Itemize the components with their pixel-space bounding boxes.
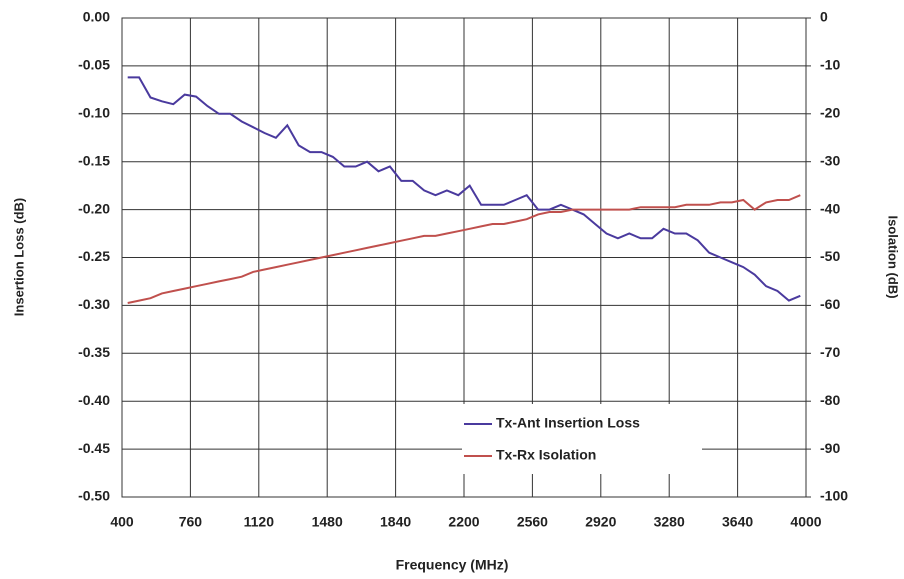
y-tick-label: -0.20 bbox=[78, 200, 110, 216]
legend-box bbox=[462, 404, 702, 474]
y2-tick-label: -70 bbox=[820, 344, 840, 360]
x-tick-label: 2920 bbox=[585, 514, 616, 530]
y2-tick-label: -20 bbox=[820, 105, 840, 121]
x-tick-label: 1120 bbox=[244, 514, 275, 530]
y-tick-label: -0.10 bbox=[78, 105, 110, 121]
x-tick-label: 2560 bbox=[517, 514, 548, 530]
y2-tick-label: -30 bbox=[820, 152, 840, 168]
y2-tick-label: 0 bbox=[820, 9, 828, 25]
legend-label: Tx-Ant Insertion Loss bbox=[496, 415, 640, 431]
legend-label: Tx-Rx Isolation bbox=[496, 447, 596, 463]
series-line bbox=[127, 194, 801, 304]
x-tick-label: 2200 bbox=[448, 514, 479, 530]
x-tick-label: 760 bbox=[179, 514, 203, 530]
x-axis-title: Frequency (MHz) bbox=[396, 557, 509, 573]
y-axis-title: Insertion Loss (dB) bbox=[11, 198, 26, 316]
x-tick-label: 400 bbox=[110, 514, 134, 530]
series-line bbox=[127, 76, 801, 302]
y-tick-label: -0.05 bbox=[78, 57, 110, 73]
y2-tick-label: -90 bbox=[820, 440, 840, 456]
x-tick-label: 4000 bbox=[790, 514, 821, 530]
y2-tick-label: -100 bbox=[820, 488, 848, 504]
y2-tick-label: -40 bbox=[820, 200, 840, 216]
y-tick-label: -0.25 bbox=[78, 248, 110, 264]
x-tick-label: 3280 bbox=[654, 514, 685, 530]
x-tick-label: 1840 bbox=[380, 514, 411, 530]
y-tick-label: -0.30 bbox=[78, 296, 110, 312]
y2-axis-title: Isolation (dB) bbox=[886, 215, 901, 298]
y2-tick-label: -50 bbox=[820, 248, 840, 264]
y-tick-label: -0.50 bbox=[78, 488, 110, 504]
x-tick-label: 1480 bbox=[312, 514, 343, 530]
x-tick-label: 3640 bbox=[722, 514, 753, 530]
y-tick-label: -0.45 bbox=[78, 440, 110, 456]
y2-tick-label: -10 bbox=[820, 57, 840, 73]
y-tick-label: -0.15 bbox=[78, 152, 110, 168]
y2-tick-label: -80 bbox=[820, 392, 840, 408]
y-tick-label: 0.00 bbox=[83, 9, 110, 25]
y-tick-label: -0.40 bbox=[78, 392, 110, 408]
y2-tick-label: -60 bbox=[820, 296, 840, 312]
y-tick-label: -0.35 bbox=[78, 344, 110, 360]
